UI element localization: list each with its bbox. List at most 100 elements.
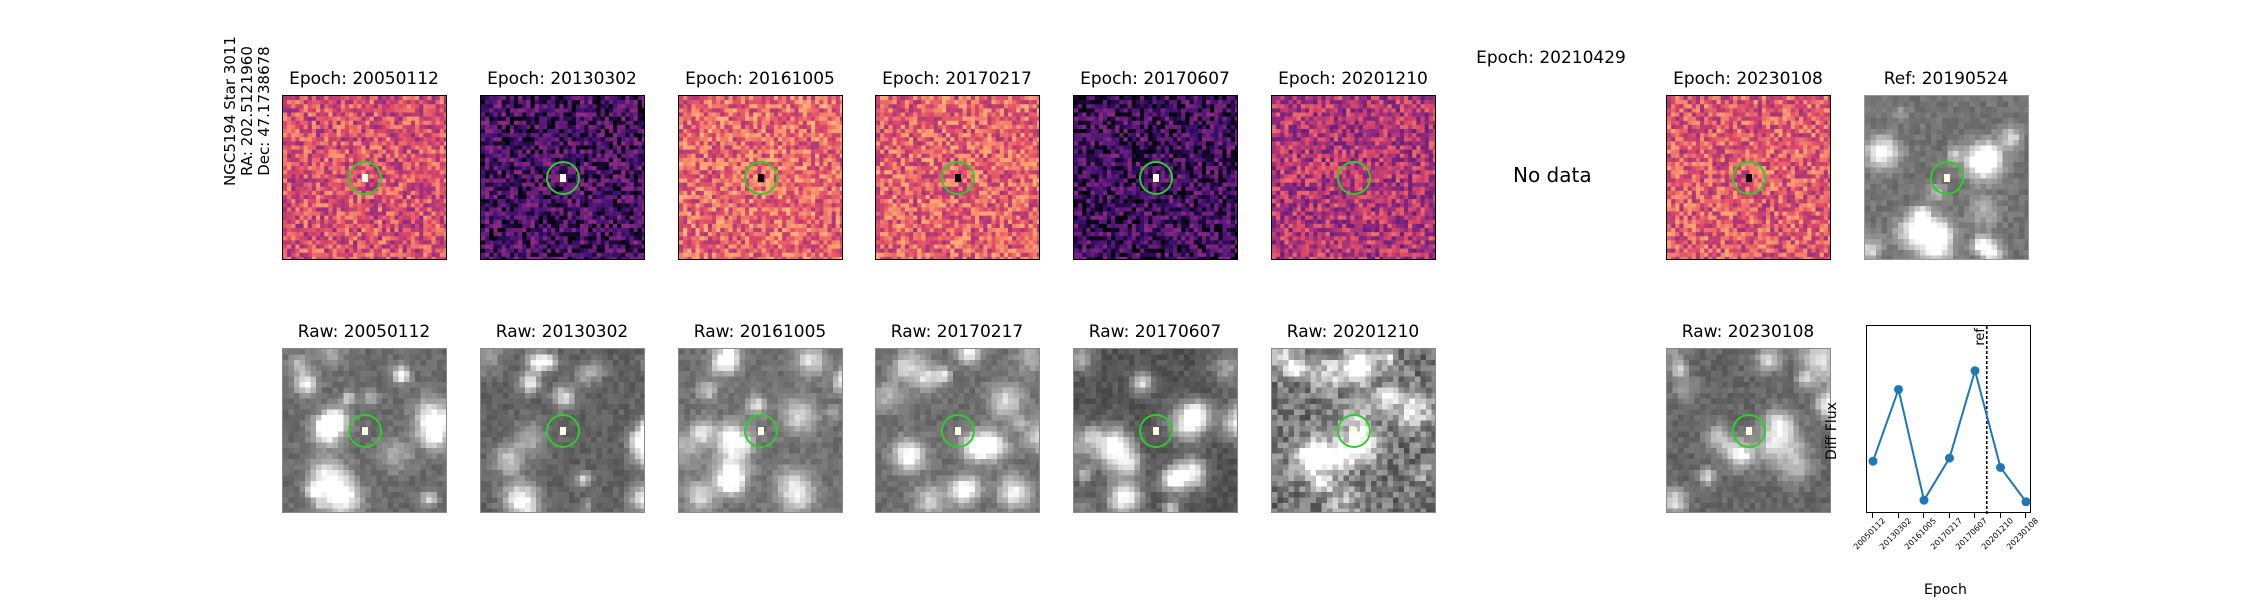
- cutout-pixels: [876, 349, 1039, 512]
- raw-title-5: Raw: 20201210: [1286, 322, 1420, 342]
- diff-image-20170217: [875, 95, 1040, 260]
- ref-line-label: ref: [1973, 328, 1988, 346]
- cutout-pixels: [1272, 349, 1435, 512]
- raw-title-3: Raw: 20170217: [890, 322, 1024, 342]
- source-spot: [1153, 174, 1159, 182]
- star-info: NGC5194 Star 3011 RA: 202.5121960 Dec: 4…: [221, 36, 273, 186]
- source-spot: [758, 427, 764, 435]
- source-spot: [1153, 427, 1159, 435]
- x-tick-mark: [1923, 513, 1924, 518]
- source-spot: [560, 427, 566, 435]
- diff-image-20201210: [1271, 95, 1436, 260]
- cutout-pixels: [1667, 349, 1830, 512]
- cutout-pixels: [1865, 96, 2028, 259]
- raw-title-4: Raw: 20170607: [1088, 322, 1222, 342]
- ref-image: [1864, 95, 2029, 260]
- cutout-pixels: [1272, 96, 1435, 259]
- diff-image-20230108: [1666, 95, 1831, 260]
- raw-image-20161005: [678, 348, 843, 513]
- diff-image-20050112: [282, 95, 447, 260]
- diff-title-5: Epoch: 20201210: [1278, 69, 1428, 89]
- star-ra: RA: 202.5121960: [238, 46, 256, 176]
- x-tick-mark: [1948, 513, 1950, 518]
- cutout-pixels: [1074, 96, 1237, 259]
- cutout-pixels: [283, 96, 446, 259]
- source-spot: [1746, 174, 1752, 182]
- source-spot: [362, 427, 368, 435]
- raw-image-20130302: [480, 348, 645, 513]
- aperture-circle: [348, 414, 382, 448]
- data-point: [1945, 453, 1954, 463]
- raw-title-6: Raw: 20230108: [1681, 322, 1815, 342]
- x-tick-mark: [1974, 513, 1975, 518]
- x-tick-mark: [1897, 513, 1899, 518]
- raw-image-20050112: [282, 348, 447, 513]
- no-data-label: No data: [1513, 163, 1592, 187]
- source-spot: [1746, 427, 1752, 435]
- source-spot: [758, 174, 764, 182]
- diff-title-3: Epoch: 20170217: [882, 69, 1032, 89]
- diff-title-6: Epoch: 20210429: [1476, 48, 1626, 68]
- source-spot: [955, 427, 961, 435]
- star-dec: Dec: 47.1738678: [255, 46, 273, 176]
- data-point: [1919, 495, 1929, 505]
- raw-image-20170607: [1073, 348, 1238, 513]
- y-axis-label: Diff Flux: [1824, 402, 1840, 460]
- source-spot: [560, 174, 566, 182]
- source-spot: [1944, 174, 1950, 182]
- ref-title: Ref: 20190524: [1883, 69, 2009, 89]
- x-tick-mark: [1999, 513, 2001, 518]
- x-tick-mark: [2025, 513, 2026, 518]
- data-point: [2021, 497, 2031, 507]
- aperture-circle: [1337, 161, 1371, 195]
- aperture-circle: [744, 414, 778, 448]
- cutout-pixels: [1074, 349, 1237, 512]
- cutout-pixels: [679, 349, 842, 512]
- raw-image-20170217: [875, 348, 1040, 513]
- aperture-circle: [941, 414, 975, 448]
- diff-image-20161005: [678, 95, 843, 260]
- cutout-pixels: [1667, 96, 1830, 259]
- raw-image-20230108: [1666, 348, 1831, 513]
- cutout-pixels: [876, 96, 1039, 259]
- diff-title-7: Epoch: 20230108: [1673, 69, 1823, 89]
- cutout-pixels: [481, 96, 644, 259]
- data-point: [1970, 366, 1980, 376]
- x-tick-mark: [1872, 513, 1873, 518]
- aperture-circle: [348, 161, 382, 195]
- diff-image-20130302: [480, 95, 645, 260]
- source-spot: [1351, 427, 1357, 435]
- aperture-circle: [546, 161, 580, 195]
- diff-title-1: Epoch: 20130302: [487, 69, 637, 89]
- cutout-pixels: [481, 349, 644, 512]
- source-spot: [955, 174, 961, 182]
- aperture-circle: [546, 414, 580, 448]
- diff-title-2: Epoch: 20161005: [685, 69, 835, 89]
- aperture-circle: [1337, 414, 1371, 448]
- light-curve-svg: ref: [1868, 326, 2031, 514]
- x-axis-label: Epoch: [1924, 582, 1967, 598]
- cutout-pixels: [283, 349, 446, 512]
- data-point: [1868, 456, 1878, 466]
- x-tick-label: 20050112: [1851, 516, 1888, 552]
- source-spot: [362, 174, 368, 182]
- aperture-circle: [941, 161, 975, 195]
- aperture-circle: [744, 161, 778, 195]
- raw-title-0: Raw: 20050112: [297, 322, 431, 342]
- light-curve-chart: ref: [1866, 325, 2031, 514]
- star-name: NGC5194 Star 3011: [221, 36, 239, 186]
- aperture-circle: [1930, 161, 1964, 195]
- diff-image-20170607: [1073, 95, 1238, 260]
- diff-title-4: Epoch: 20170607: [1080, 69, 1230, 89]
- diff-title-0: Epoch: 20050112: [289, 69, 439, 89]
- raw-title-1: Raw: 20130302: [495, 322, 629, 342]
- aperture-circle: [1732, 414, 1766, 448]
- raw-title-2: Raw: 20161005: [693, 322, 827, 342]
- data-point: [1996, 462, 2005, 472]
- aperture-circle: [1139, 161, 1173, 195]
- data-point: [1894, 384, 1903, 394]
- raw-image-20201210: [1271, 348, 1436, 513]
- aperture-circle: [1732, 161, 1766, 195]
- aperture-circle: [1139, 414, 1173, 448]
- cutout-pixels: [679, 96, 842, 259]
